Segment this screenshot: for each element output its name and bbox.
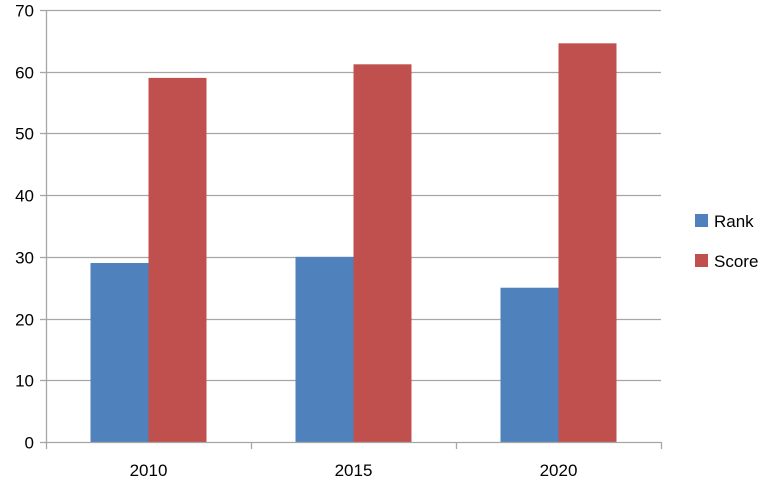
bar-score-2010 xyxy=(148,77,207,442)
legend-label-rank: Rank xyxy=(714,212,754,231)
x-tick-label: 2010 xyxy=(130,461,168,480)
y-tick-label: 10 xyxy=(15,372,34,391)
y-tick-label: 40 xyxy=(15,187,34,206)
y-tick-label: 70 xyxy=(15,2,34,21)
bar-score-2020 xyxy=(558,43,617,442)
x-tick-label: 2015 xyxy=(335,461,373,480)
y-tick-label: 20 xyxy=(15,311,34,330)
bar-rank-2020 xyxy=(500,287,559,442)
y-tick-label: 30 xyxy=(15,249,34,268)
bars xyxy=(90,43,617,443)
y-tick-label: 0 xyxy=(25,434,34,453)
legend-swatch-rank xyxy=(695,214,708,227)
x-tick-label: 2020 xyxy=(540,461,578,480)
legend-label-score: Score xyxy=(714,252,758,271)
y-tick-label: 50 xyxy=(15,125,34,144)
bar-rank-2010 xyxy=(90,263,149,442)
axes: 0 10 20 30 40 50 60 70 2010 2015 2020 xyxy=(15,2,663,480)
bar-rank-2015 xyxy=(295,256,354,442)
y-tick-label: 60 xyxy=(15,64,34,83)
legend: Rank Score xyxy=(695,212,758,271)
legend-swatch-score xyxy=(695,254,708,267)
bar-score-2015 xyxy=(353,64,412,443)
